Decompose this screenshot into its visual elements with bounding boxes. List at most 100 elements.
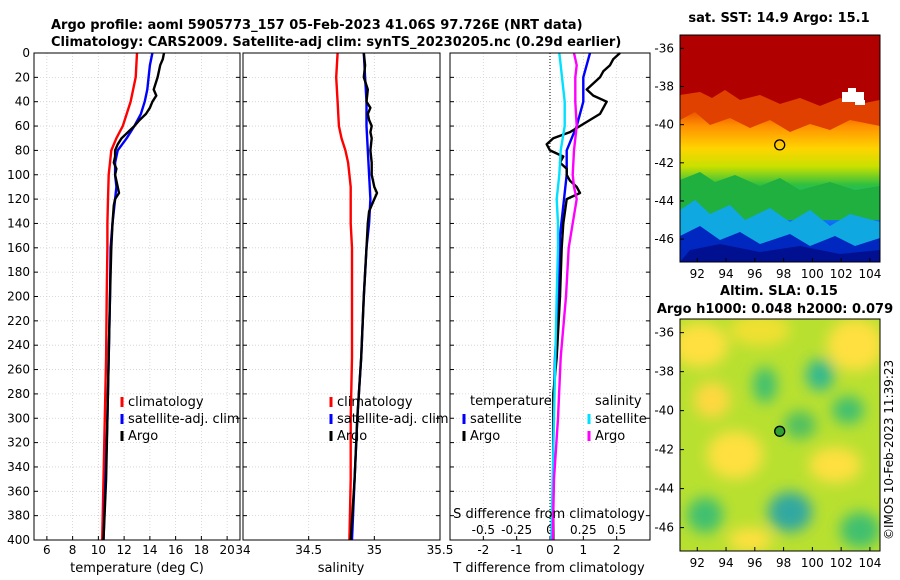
depth-tick-label: 140 bbox=[7, 216, 30, 230]
sst-heatmap bbox=[680, 35, 880, 262]
map-x-tick-label: 100 bbox=[801, 556, 824, 570]
x-tick-label: 8 bbox=[69, 543, 77, 557]
s-tick-label: 0.25 bbox=[570, 523, 597, 537]
depth-tick-label: 200 bbox=[7, 290, 30, 304]
x-tick-label: -1 bbox=[511, 543, 523, 557]
difference-profile-panel: -2 -1 0 1 2 -0.5 -0.25 0 0.25 0.5 temperature salin… bbox=[449, 52, 651, 557]
legend-label: climatology bbox=[337, 395, 413, 410]
series-line-climatology bbox=[335, 52, 354, 541]
legend-label: satellite bbox=[470, 412, 522, 427]
series-line-climatology bbox=[101, 52, 139, 541]
axes-frame bbox=[242, 52, 441, 541]
depth-tick-label: 380 bbox=[7, 509, 30, 523]
depth-tick-label: 20 bbox=[15, 70, 30, 84]
depth-tick-label: 400 bbox=[7, 533, 30, 547]
x-tick-label: 0 bbox=[546, 543, 554, 557]
map-x-tick-label: 98 bbox=[776, 556, 791, 570]
x-tick-label: 35 bbox=[367, 543, 382, 557]
map-x-tick-label: 94 bbox=[718, 267, 733, 281]
legend-heading-salinity: salinity bbox=[595, 394, 642, 409]
map-x-tick-label: 92 bbox=[690, 267, 705, 281]
map-x-tick-label: 102 bbox=[830, 267, 853, 281]
depth-tick-label: 240 bbox=[7, 338, 30, 352]
map-x-tick-label: 104 bbox=[858, 267, 881, 281]
x-tick-label: 35.5 bbox=[427, 543, 454, 557]
depth-tick-label: 180 bbox=[7, 265, 30, 279]
sst-argo-position-marker bbox=[774, 139, 786, 151]
map-y-tick-label: -40 bbox=[654, 404, 674, 418]
depth-tick-label: 360 bbox=[7, 484, 30, 498]
x-tick-label: 14 bbox=[142, 543, 157, 557]
difference-top-xlabel: S difference from climatology bbox=[453, 507, 645, 522]
sst-title: sat. SST: 14.9 Argo: 15.1 bbox=[688, 11, 869, 26]
map-x-tick-label: 92 bbox=[690, 556, 705, 570]
map-y-tick-label: -46 bbox=[654, 232, 674, 246]
depth-tick-label: 40 bbox=[15, 95, 30, 109]
salinity-profile-panel: 34 34.5 35 35.5 climatology satellite-adj. cl… bbox=[235, 52, 454, 557]
series-line-argo bbox=[102, 52, 166, 541]
temperature-xlabel: temperature (deg C) bbox=[70, 561, 204, 576]
legend-heading-temperature: temperature bbox=[470, 394, 552, 409]
x-tick-label: 1 bbox=[580, 543, 588, 557]
x-tick-label: 6 bbox=[43, 543, 51, 557]
depth-tick-label: 260 bbox=[7, 363, 30, 377]
depth-tick-label: 220 bbox=[7, 314, 30, 328]
s-tick-label: 0.5 bbox=[607, 523, 626, 537]
depth-tick-label: 300 bbox=[7, 411, 30, 425]
map-x-tick-label: 94 bbox=[718, 556, 733, 570]
map-y-tick-label: -40 bbox=[654, 118, 674, 132]
x-tick-label: -2 bbox=[477, 543, 489, 557]
salinity-xlabel: salinity bbox=[318, 561, 365, 576]
map-y-tick-label: -36 bbox=[654, 326, 674, 340]
map-y-tick-label: -42 bbox=[654, 443, 674, 457]
axes-frame bbox=[33, 52, 241, 541]
map-y-tick-label: -44 bbox=[654, 482, 674, 496]
legend-label: Argo bbox=[470, 429, 500, 444]
x-tick-label: 20 bbox=[219, 543, 234, 557]
legend-label: satellite bbox=[595, 412, 647, 427]
depth-tick-label: 120 bbox=[7, 192, 30, 206]
title-line1: Argo profile: aoml 5905773_157 05-Feb-20… bbox=[51, 18, 583, 33]
map-x-tick-label: 98 bbox=[776, 267, 791, 281]
x-tick-label: 12 bbox=[116, 543, 131, 557]
difference-xlabel: T difference from climatology bbox=[452, 561, 645, 576]
depth-tick-label: 340 bbox=[7, 460, 30, 474]
depth-tick-label: 60 bbox=[15, 119, 30, 133]
depth-tick-label: 160 bbox=[7, 241, 30, 255]
legend-label: satellite-adj. clim bbox=[128, 412, 240, 427]
map-y-tick-label: -38 bbox=[654, 80, 674, 94]
title-line2: Climatology: CARS2009. Satellite-adj cli… bbox=[51, 35, 621, 50]
sla-title-line1: Altim. SLA: 0.15 bbox=[720, 284, 838, 299]
x-tick-label: 10 bbox=[91, 543, 106, 557]
series-line-t-argo bbox=[545, 52, 621, 540]
legend-label: satellite-adj. clim bbox=[337, 412, 449, 427]
series-line-s-argo bbox=[551, 52, 578, 541]
s-tick-label: 0 bbox=[546, 523, 554, 537]
x-tick-label: 2 bbox=[613, 543, 621, 557]
map-y-tick-label: -36 bbox=[654, 41, 674, 55]
x-tick-label: 34.5 bbox=[295, 543, 322, 557]
x-tick-label: 16 bbox=[168, 543, 183, 557]
map-y-tick-label: -46 bbox=[654, 521, 674, 535]
depth-tick-label: 100 bbox=[7, 168, 30, 182]
map-y-tick-label: -42 bbox=[654, 156, 674, 170]
x-tick-label: 18 bbox=[194, 543, 209, 557]
legend-label: Argo bbox=[337, 429, 367, 444]
x-tick-label: 34 bbox=[235, 543, 250, 557]
legend-label: climatology bbox=[128, 395, 204, 410]
temperature-profile-panel: 0 20 40 60 80 100 120 140 160 180 200 220 240 260 280 3… bbox=[7, 46, 241, 557]
s-tick-label: -0.25 bbox=[501, 523, 532, 537]
map-x-tick-label: 102 bbox=[830, 556, 853, 570]
depth-tick-label: 80 bbox=[15, 143, 30, 157]
legend-label: Argo bbox=[128, 429, 158, 444]
series-line-argo bbox=[349, 52, 379, 541]
imos-watermark: ©IMOS 10-Feb-2023 11:39:23 bbox=[882, 360, 896, 540]
map-x-tick-label: 104 bbox=[858, 556, 881, 570]
sla-argo-position-marker bbox=[774, 425, 786, 437]
axes-frame bbox=[449, 52, 651, 541]
map-x-tick-label: 96 bbox=[747, 267, 762, 281]
depth-tick-label: 320 bbox=[7, 436, 30, 450]
series-line-s-satellite bbox=[550, 52, 566, 541]
map-x-tick-label: 100 bbox=[801, 267, 824, 281]
